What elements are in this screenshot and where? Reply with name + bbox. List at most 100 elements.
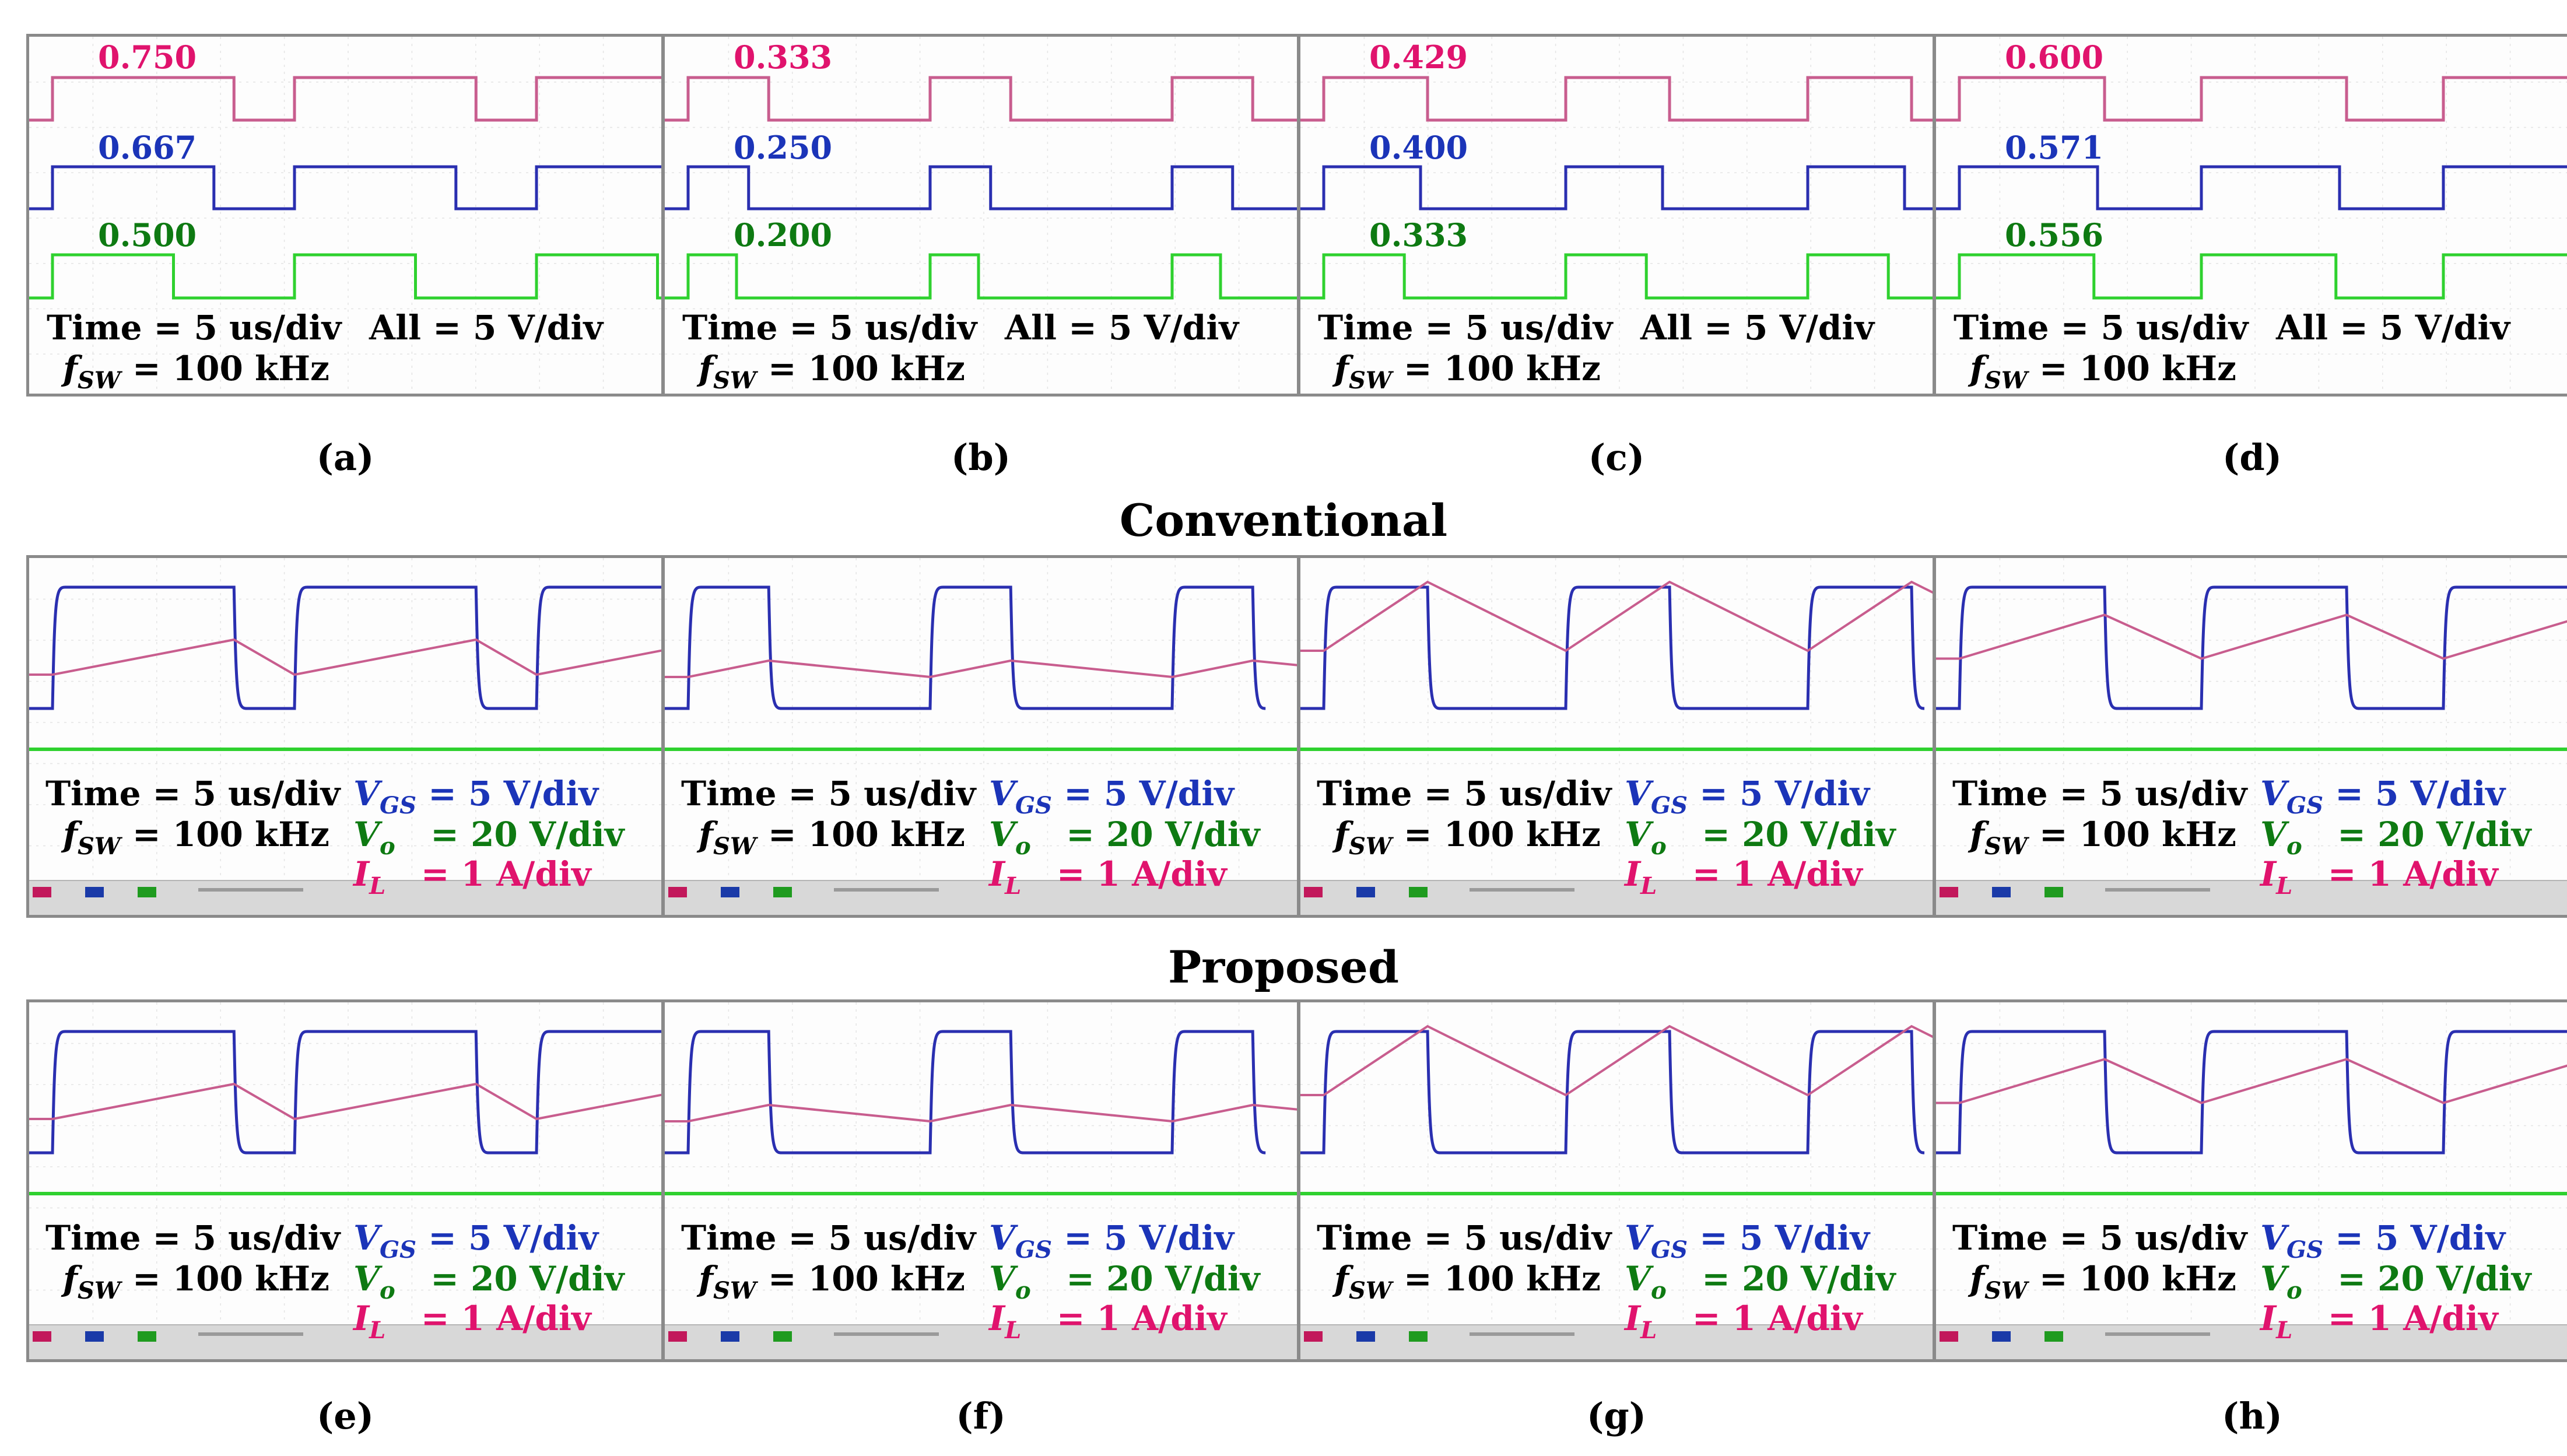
channel-indicator: [1940, 1331, 1958, 1342]
vo-symbol: V: [2260, 1259, 2287, 1299]
vo-scale-label: Vo = 20 V/div: [2260, 815, 2531, 858]
il-scale-label: IL = 1 A/div: [2260, 1299, 2498, 1342]
vgs-subscript: GS: [380, 792, 417, 819]
duty-label-blue: 0.400: [1369, 129, 1468, 166]
vgs-scale-label: VGS = 5 V/div: [989, 774, 1235, 818]
fsw-symbol: f: [699, 815, 713, 854]
fsw-subscript: SW: [713, 1277, 756, 1304]
fsw-symbol: f: [1334, 1259, 1349, 1299]
vo-value: = 20 V/div: [1030, 815, 1260, 854]
fsw-subscript: SW: [713, 833, 756, 860]
vgs-trace: [1936, 1030, 2567, 1155]
vo-symbol: V: [2260, 815, 2287, 854]
channel-indicator: [773, 1331, 792, 1342]
channel-indicator: [1356, 887, 1375, 897]
time-scale-label: Time = 5 us/div: [1317, 1218, 1612, 1258]
il-trace: [665, 1103, 1297, 1123]
vgs-value: = 5 V/div: [1052, 774, 1235, 813]
fsw-symbol: f: [1334, 815, 1349, 854]
vo-scale-label: Vo = 20 V/div: [2260, 1259, 2531, 1303]
pwm-panel-1: 0.750 0.667 0.500 Time = 5 us/div All = 5 V/…: [26, 34, 664, 397]
vo-value: = 20 V/div: [2302, 1259, 2531, 1299]
vgs-scale-label: VGS = 5 V/div: [989, 1221, 1234, 1262]
conventional-panel-4: Time = 5 us/div fSW = 100 kHz VGS = 5 V/di…: [1933, 555, 2567, 918]
il-subscript: L: [1640, 1317, 1657, 1344]
switching-frequency-label: fSW = 100 kHz: [1334, 1259, 1601, 1303]
switching-frequency-label: fSW = 100 kHz: [1970, 1262, 2236, 1303]
il-value: = 1 A/div: [2292, 1299, 2498, 1338]
il-symbol: I: [2260, 854, 2277, 894]
pwm-trace-blue: [1936, 165, 2567, 210]
channel-indicator: [1992, 1331, 2011, 1342]
il-trace: [1936, 1058, 2567, 1104]
fsw-subscript: SW: [1348, 367, 1392, 394]
il-scale-label: IL = 1 A/div: [989, 1299, 1227, 1342]
vo-symbol: V: [1625, 815, 1651, 854]
vgs-symbol: V: [1625, 774, 1651, 813]
vgs-value: = 5 V/div: [416, 1218, 599, 1258]
il-symbol: I: [2260, 1299, 2277, 1338]
il-trace: [1300, 580, 1933, 652]
scope-status-bar: [1300, 880, 1933, 915]
pwm-trace-pink: [1936, 76, 2567, 122]
fsw-value: = 100 kHz: [1391, 815, 1601, 854]
il-value: = 1 A/div: [1021, 1299, 1227, 1338]
scope-status-bar: [1300, 1324, 1933, 1359]
vgs-symbol: V: [989, 774, 1016, 813]
vgs-trace: [1300, 585, 1925, 710]
voltage-scale-label: All = 5 V/div: [2276, 308, 2510, 348]
channel-indicator: [85, 1331, 104, 1342]
vgs-subscript: GS: [380, 1236, 417, 1264]
il-value: = 1 A/div: [2292, 854, 2498, 894]
fsw-symbol: f: [63, 1259, 78, 1299]
fsw-subscript: SW: [1348, 1277, 1392, 1304]
il-value: = 1 A/div: [385, 854, 591, 894]
vgs-symbol: V: [2260, 774, 2287, 813]
waveform-plot: [1300, 1002, 1933, 1331]
switching-frequency-label: fSW = 100 kHz: [1334, 349, 1601, 392]
il-symbol: I: [353, 1299, 370, 1338]
vo-symbol: V: [989, 1259, 1016, 1299]
status-readout: [198, 888, 303, 892]
channel-indicator: [668, 887, 687, 897]
pwm-plot: [29, 37, 661, 394]
vo-scale-label: Vo = 20 V/div: [1625, 815, 1895, 858]
fsw-value: = 100 kHz: [756, 1259, 965, 1299]
scope-status-bar: [29, 880, 661, 915]
status-readout: [834, 1332, 939, 1336]
fsw-symbol: f: [1334, 349, 1349, 388]
vo-scale-label: Vo = 20 V/div: [1625, 1259, 1896, 1303]
conventional-panel-2: Time = 5 us/div fSW = 100 kHz VGS = 5 V/di…: [662, 555, 1300, 918]
vo-subscript: o: [380, 1277, 395, 1304]
il-subscript: L: [1640, 872, 1657, 900]
fsw-value: = 100 kHz: [1391, 349, 1601, 388]
duty-label-blue: 0.667: [98, 129, 197, 166]
fsw-subscript: SW: [1348, 833, 1392, 860]
vo-scale-label: Vo = 20 V/div: [353, 1262, 624, 1303]
il-scale-label: IL = 1 A/div: [353, 1299, 591, 1342]
channel-indicator: [1940, 887, 1958, 897]
pwm-trace-green: [1936, 253, 2567, 300]
vo-value: = 20 V/div: [1666, 1259, 1896, 1299]
pwm-plot: [1936, 37, 2567, 394]
vgs-symbol: V: [2260, 1218, 2287, 1258]
vgs-trace: [1936, 585, 2567, 710]
pwm-trace-green: [1300, 253, 1933, 300]
duty-label-green: 0.556: [2005, 216, 2104, 254]
time-scale-label: Time = 5 us/div: [682, 308, 977, 348]
pwm-trace-green: [665, 253, 1297, 300]
fsw-value: = 100 kHz: [756, 815, 965, 854]
vgs-trace: [1300, 1030, 1925, 1155]
il-trace: [1300, 1025, 1933, 1097]
switching-frequency-label: fSW = 100 kHz: [1334, 815, 1601, 858]
fsw-value: = 100 kHz: [2027, 815, 2236, 854]
waveform-plot: [29, 1002, 661, 1331]
caption: (b): [951, 436, 1011, 479]
il-subscript: L: [369, 1317, 386, 1344]
pwm-plot: [1300, 37, 1933, 394]
vgs-trace: [29, 585, 661, 710]
switching-frequency-label: fSW = 100 kHz: [63, 352, 329, 392]
vo-scale-label: Vo = 20 V/div: [353, 818, 624, 858]
il-symbol: I: [989, 1299, 1005, 1338]
channel-indicator: [138, 1331, 156, 1342]
